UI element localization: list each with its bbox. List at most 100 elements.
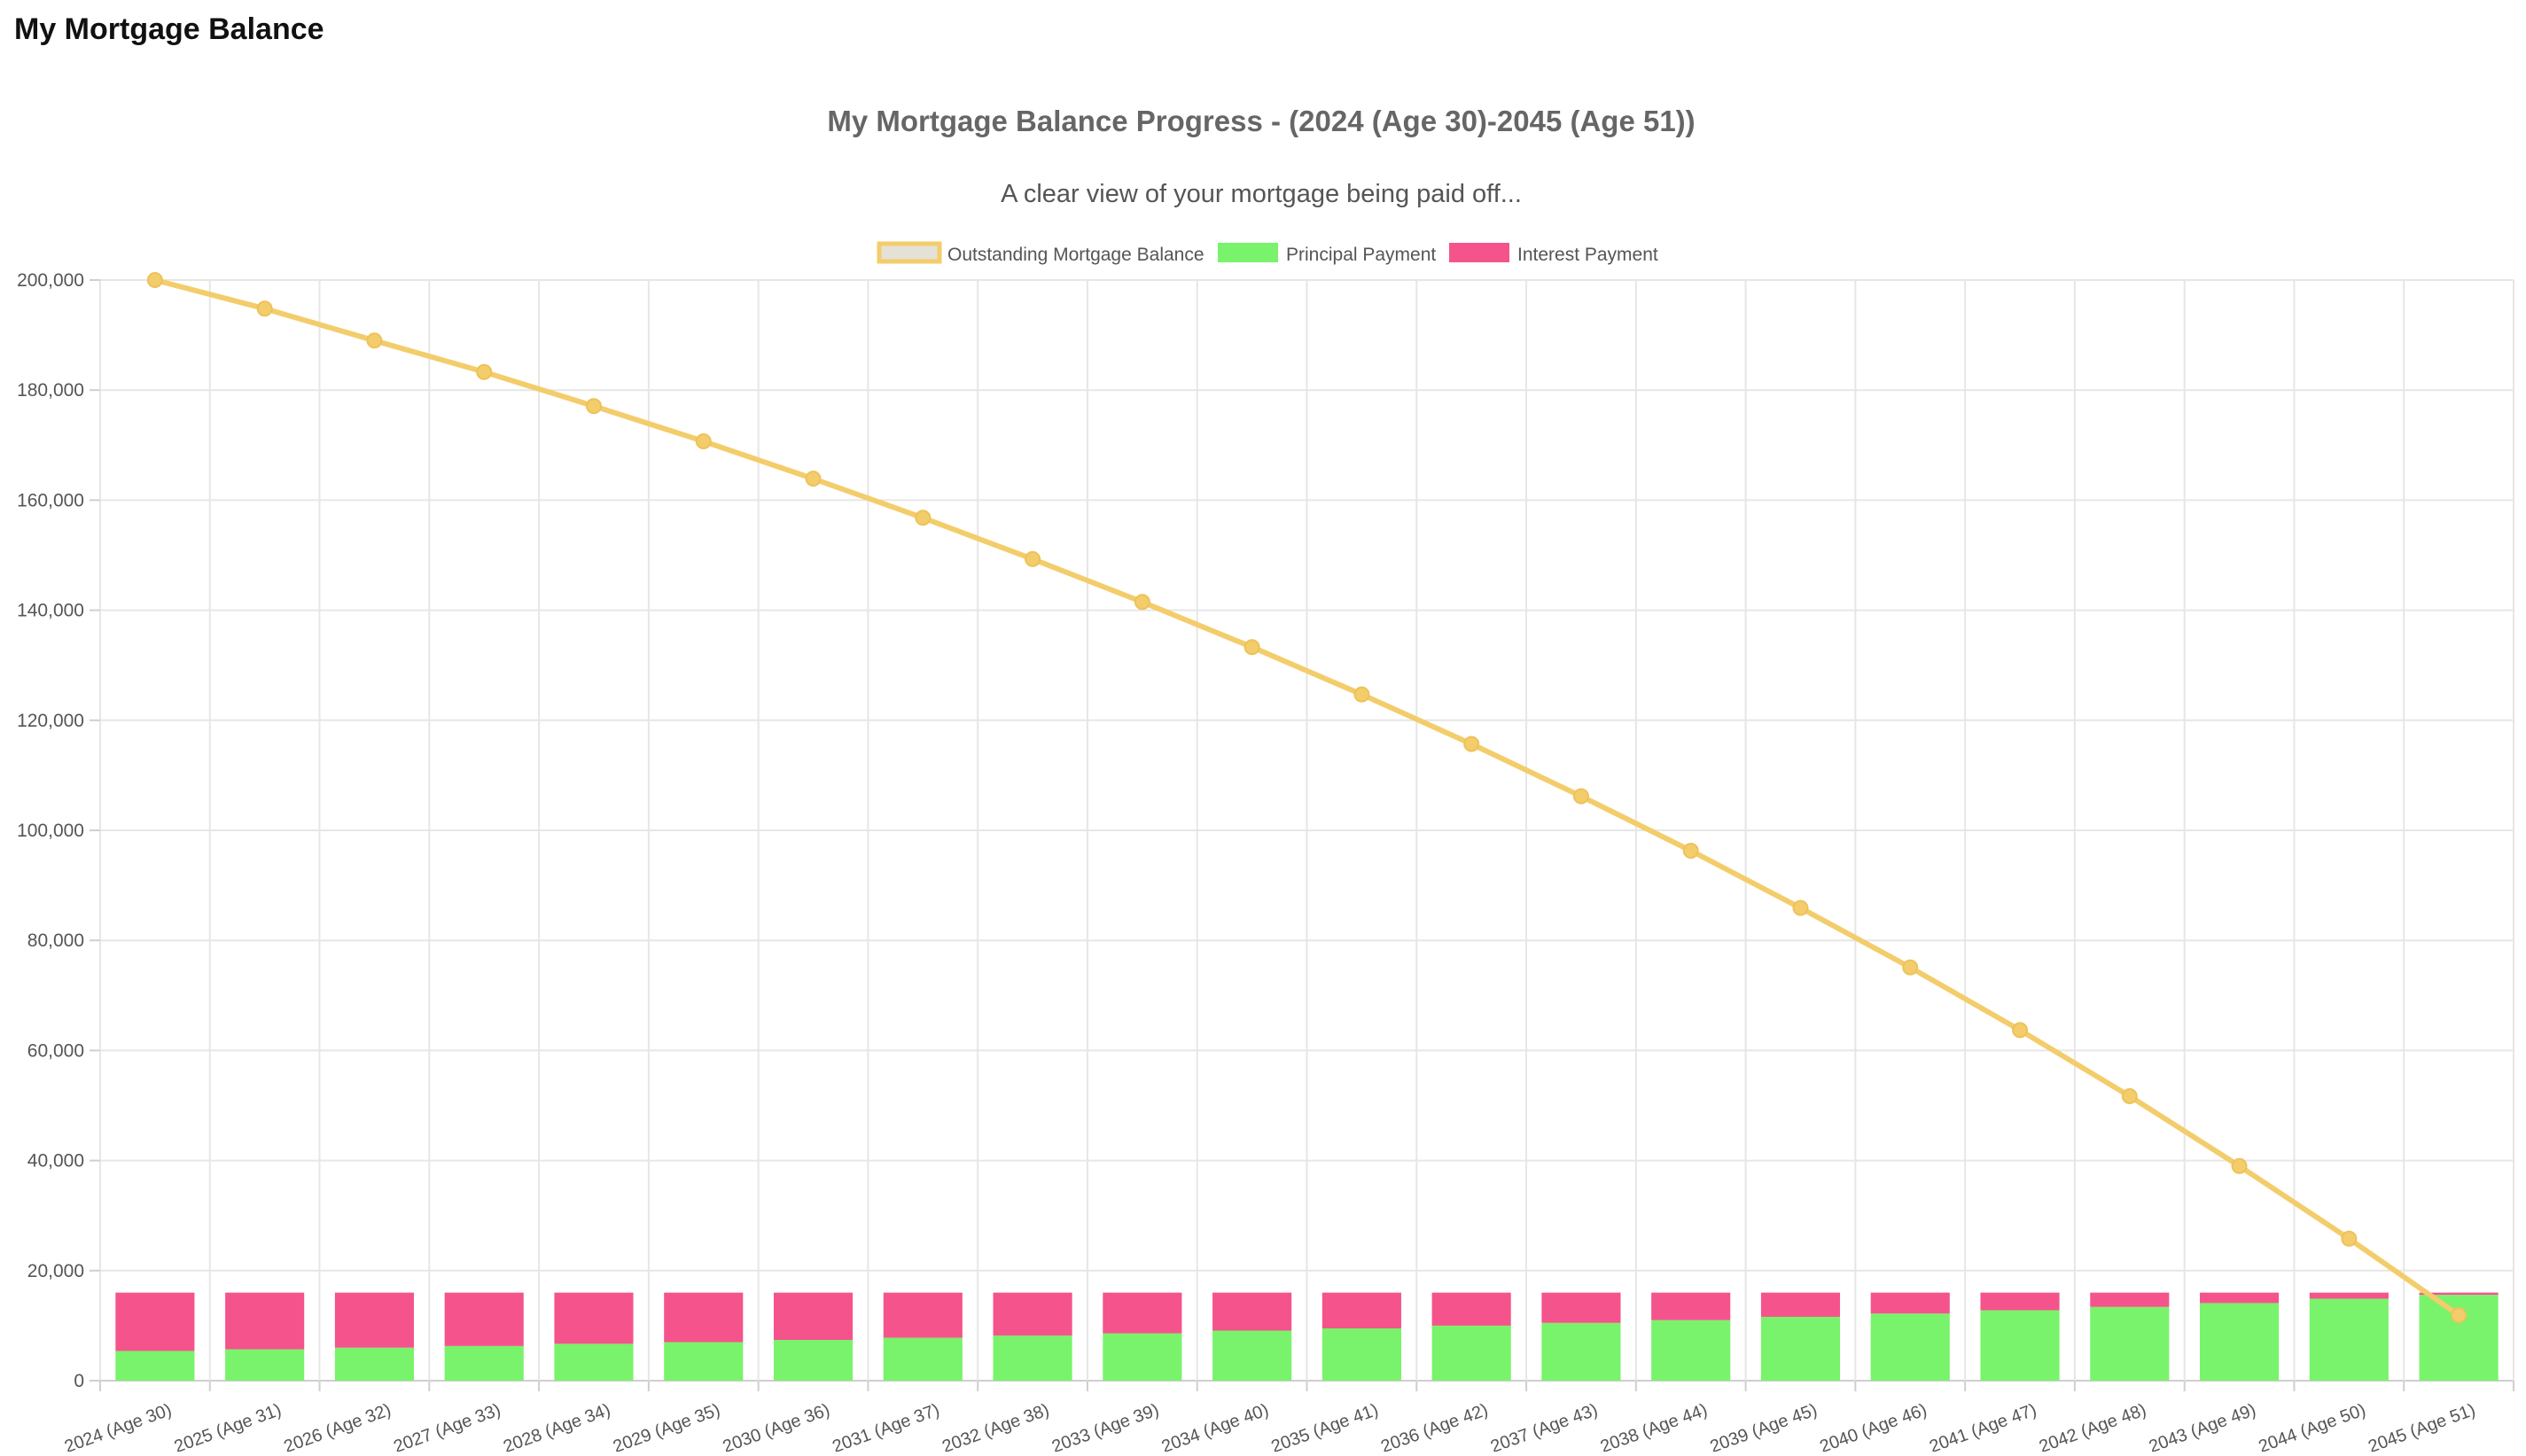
balance-point xyxy=(256,300,273,317)
chart-title: My Mortgage Balance Progress - (2024 (Ag… xyxy=(827,105,1695,137)
y-tick-label: 120,000 xyxy=(17,711,84,731)
balance-point xyxy=(2121,1087,2138,1104)
principal-bar xyxy=(1651,1320,1731,1381)
principal-bar xyxy=(334,1347,414,1381)
balance-point xyxy=(2451,1307,2468,1324)
interest-bar xyxy=(1321,1292,1401,1329)
principal-bar xyxy=(1103,1333,1182,1381)
y-tick-label: 200,000 xyxy=(17,270,84,291)
interest-bar xyxy=(1651,1292,1731,1320)
interest-bar xyxy=(554,1292,634,1344)
legend-item: Outstanding Mortgage Balance xyxy=(877,241,1205,265)
y-axis: 200,000 180,000 160,000 140,000 120,000 100,0… xyxy=(17,270,100,1391)
principal-bar xyxy=(1760,1316,1841,1381)
legend-label: Interest Payment xyxy=(1517,245,1658,265)
y-tick-label: 180,000 xyxy=(17,380,84,401)
x-tick-label: 2031 (Age 37) xyxy=(830,1400,942,1452)
interest-bar xyxy=(1431,1292,1511,1326)
interest-bar xyxy=(2200,1292,2280,1304)
balance-point xyxy=(1463,736,1480,752)
balance-point xyxy=(2231,1157,2248,1174)
x-tick-label: 2039 (Age 45) xyxy=(1708,1400,1820,1452)
x-tick-label: 2035 (Age 41) xyxy=(1268,1400,1381,1452)
interest-bar xyxy=(1212,1292,1292,1331)
x-tick-label: 2037 (Age 43) xyxy=(1488,1400,1601,1452)
interest-bar xyxy=(1870,1292,1950,1314)
balance-point xyxy=(2012,1022,2029,1039)
balance-point xyxy=(1025,550,1041,567)
interest-bar xyxy=(993,1292,1072,1336)
x-axis: 2024 (Age 30)2025 (Age 31)2026 (Age 32)2… xyxy=(62,1381,2514,1456)
balance-point xyxy=(805,471,822,487)
principal-bar xyxy=(2090,1306,2170,1381)
balance-point xyxy=(1134,594,1150,611)
interest-bar xyxy=(883,1292,963,1338)
x-tick-label: 2043 (Age 49) xyxy=(2147,1400,2259,1452)
balance-point xyxy=(695,432,712,449)
y-tick-label: 40,000 xyxy=(27,1151,84,1172)
principal-bar xyxy=(1980,1310,2060,1381)
interest-bar xyxy=(2419,1292,2499,1296)
balance-point xyxy=(585,398,602,415)
chart-grid xyxy=(99,279,2514,1382)
x-tick-label: 2044 (Age 50) xyxy=(2256,1400,2368,1452)
x-tick-label: 2032 (Age 38) xyxy=(939,1400,1052,1452)
x-tick-label: 2024 (Age 30) xyxy=(62,1400,175,1452)
page-heading: My Mortgage Balance xyxy=(14,12,324,46)
principal-bar xyxy=(1321,1328,1401,1381)
principal-bar xyxy=(554,1343,634,1381)
x-tick-label: 2040 (Age 46) xyxy=(1817,1400,1930,1452)
interest-bar xyxy=(773,1292,854,1341)
interest-bar xyxy=(115,1292,195,1351)
x-tick-label: 2033 (Age 39) xyxy=(1049,1400,1162,1452)
principal-bar xyxy=(1212,1330,1292,1381)
balance-point xyxy=(1682,842,1699,859)
x-tick-label: 2029 (Age 35) xyxy=(611,1400,723,1452)
interest-bar xyxy=(1980,1292,2060,1311)
x-tick-label: 2045 (Age 51) xyxy=(2366,1400,2478,1452)
y-tick-label: 160,000 xyxy=(17,490,84,510)
chart-legend: Outstanding Mortgage Balance Principal Pa… xyxy=(877,241,1658,265)
balance-point xyxy=(476,363,493,380)
x-tick-label: 2042 (Age 48) xyxy=(2037,1400,2149,1452)
principal-bar xyxy=(883,1337,963,1381)
balance-point xyxy=(1244,639,1260,656)
y-tick-label: 0 xyxy=(74,1371,84,1391)
chart-subtitle: A clear view of your mortgage being paid… xyxy=(1001,180,1522,208)
x-tick-label: 2027 (Age 33) xyxy=(391,1400,503,1452)
legend-label: Outstanding Mortgage Balance xyxy=(947,245,1205,265)
principal-bar xyxy=(1541,1322,1621,1381)
interest-bar xyxy=(444,1292,524,1346)
balance-line xyxy=(152,277,2462,1319)
legend-item: Principal Payment xyxy=(1218,243,1436,265)
x-tick-label: 2034 (Age 40) xyxy=(1159,1400,1272,1452)
legend-swatch xyxy=(1218,243,1278,262)
balance-point xyxy=(1353,686,1370,703)
interest-bar xyxy=(2309,1292,2389,1299)
interest-bar xyxy=(1760,1292,1841,1317)
balance-point xyxy=(146,272,163,288)
x-tick-label: 2030 (Age 36) xyxy=(721,1400,833,1452)
bars-group xyxy=(115,1292,2499,1381)
y-tick-label: 140,000 xyxy=(17,601,84,621)
interest-bar xyxy=(2090,1292,2170,1307)
balance-point xyxy=(1572,788,1589,805)
x-tick-label: 2028 (Age 34) xyxy=(501,1400,613,1452)
interest-bar xyxy=(334,1292,414,1348)
y-tick-label: 100,000 xyxy=(17,821,84,841)
legend-swatch xyxy=(1449,243,1509,262)
interest-bar xyxy=(1541,1292,1621,1323)
principal-bar xyxy=(115,1351,195,1381)
interest-bar xyxy=(225,1292,305,1350)
legend-label: Principal Payment xyxy=(1286,245,1436,265)
legend-item: Interest Payment xyxy=(1449,243,1658,265)
x-tick-label: 2025 (Age 31) xyxy=(172,1400,285,1452)
principal-bar xyxy=(1870,1313,1950,1381)
principal-bar xyxy=(2200,1303,2280,1381)
x-tick-label: 2026 (Age 32) xyxy=(281,1400,394,1452)
principal-bar xyxy=(444,1345,524,1381)
x-tick-label: 2041 (Age 47) xyxy=(1927,1400,2039,1452)
balance-point xyxy=(2341,1230,2358,1247)
interest-bar xyxy=(1103,1292,1182,1334)
